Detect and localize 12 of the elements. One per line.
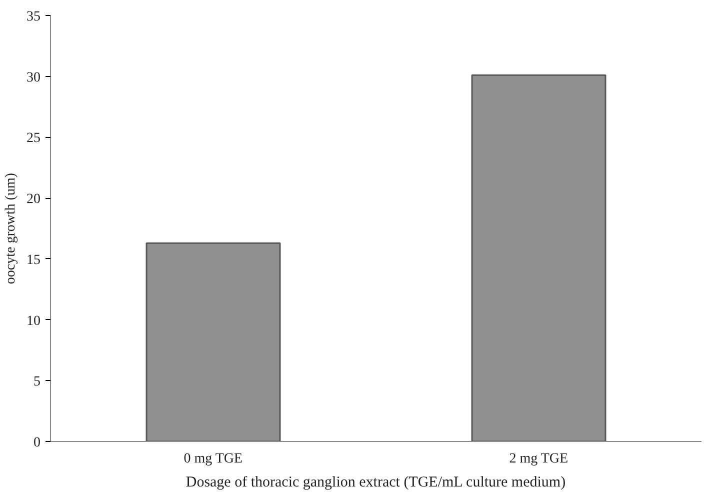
y-tick-label: 25 [26, 131, 40, 146]
y-tick-label: 10 [26, 314, 40, 329]
y-tick-label: 15 [26, 252, 40, 268]
x-axis-title: Dosage of thoracic ganglion extract (TGE/mL culture medium) [186, 474, 566, 490]
x-tick-label: 0 mg TGE [184, 452, 243, 466]
x-tick-label: 2 mg TGE [509, 452, 568, 466]
y-tick-label: 5 [34, 374, 40, 390]
y-tick-label: 35 [26, 10, 40, 24]
y-axis-title: oocyte growth (um) [4, 172, 18, 284]
y-tick-label: 0 [34, 436, 40, 450]
y-tick-label: 20 [26, 192, 40, 208]
y-tick-label: 30 [26, 70, 40, 86]
